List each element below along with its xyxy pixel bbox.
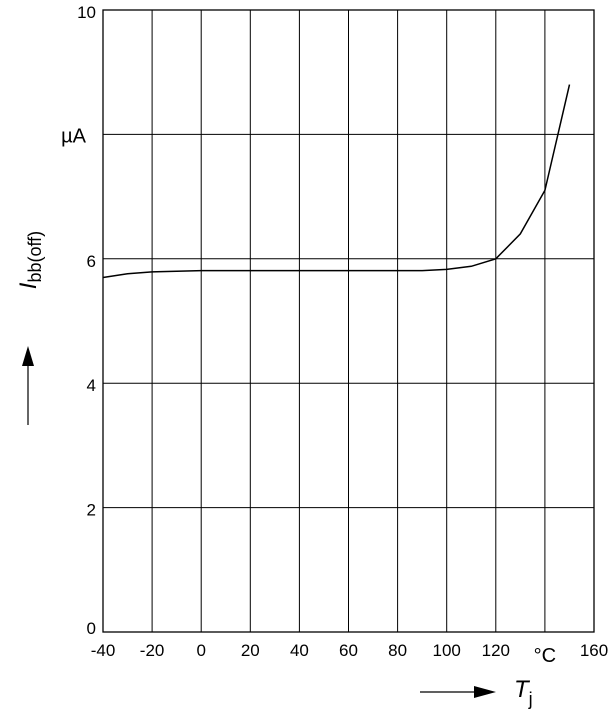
x-axis-label: Tj [514, 676, 533, 709]
y-tick-label: 0 [87, 619, 96, 638]
x-tick-label: 80 [388, 641, 407, 660]
y-tick-labels: 0 2 4 6 µA 10 [61, 3, 96, 638]
x-tick-label: 20 [241, 641, 260, 660]
x-axis-arrow [420, 686, 496, 698]
y-tick-label: 6 [87, 252, 96, 271]
grid [103, 10, 594, 632]
x-tick-label: -20 [140, 641, 165, 660]
x-tick-label: -40 [91, 641, 116, 660]
x-axis-subscript: j [528, 689, 533, 709]
plot-frame [102, 9, 595, 633]
x-tick-label: 120 [482, 641, 510, 660]
x-axis-symbol: T [514, 676, 531, 703]
series-line [102, 84, 571, 279]
y-tick-label: 4 [87, 376, 96, 395]
plot-frame-rect [102, 9, 595, 633]
y-axis-subscript: bb(off) [25, 231, 45, 283]
x-tick-labels: -40 -20 0 20 40 60 80 100 120 °C 160 [91, 641, 608, 667]
y-axis-unit: µA [61, 125, 87, 147]
x-axis-unit: °C [534, 645, 556, 667]
x-tick-label: 100 [433, 641, 461, 660]
x-tick-label: 0 [196, 641, 205, 660]
x-tick-label: 60 [339, 641, 358, 660]
y-tick-label: 10 [77, 3, 96, 22]
curve-group [102, 84, 571, 279]
x-tick-label: 160 [580, 641, 608, 660]
y-axis-symbol: I [15, 282, 42, 289]
y-tick-label: 2 [87, 501, 96, 520]
y-axis-arrow [22, 346, 34, 425]
x-tick-label: 40 [290, 641, 309, 660]
y-axis-label: Ibb(off) [15, 231, 45, 289]
